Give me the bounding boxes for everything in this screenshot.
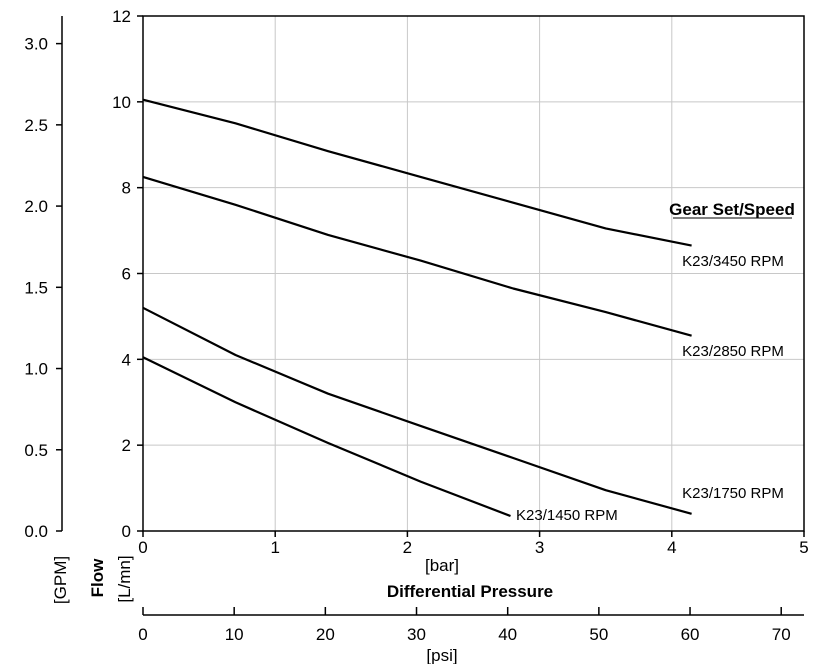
y-lmin-tick-label-6: 6 [122, 265, 131, 284]
x-bar-tick-label-1: 1 [270, 538, 279, 557]
x-psi-tick-label-20: 20 [316, 625, 335, 644]
x-psi-tick-label-70: 70 [772, 625, 791, 644]
x-bar-tick-label-5: 5 [799, 538, 808, 557]
x-bar-tick-label-0: 0 [138, 538, 147, 557]
series-line-k23-1450-rpm [142, 356, 511, 518]
series-line-k23-3450-rpm [142, 98, 692, 247]
y-gpm-tick-label-3.0: 3.0 [24, 35, 48, 54]
y-lmin-tick-label-10: 10 [112, 93, 131, 112]
y-axis-lmin: 0 2 4 6 8 10 12 [112, 7, 143, 541]
x-label-differential-pressure: Differential Pressure [387, 582, 553, 601]
x-axis-bar: 0 1 2 3 4 5 [138, 531, 809, 557]
y-gpm-tick-label-0.0: 0.0 [24, 522, 48, 541]
y-label-flow: Flow [88, 558, 107, 597]
y-lmin-tick-label-0: 0 [122, 522, 131, 541]
series-label-k23-1750-rpm: K23/1750 RPM [682, 485, 784, 502]
y-gpm-tick-label-0.5: 0.5 [24, 441, 48, 460]
y-lmin-tick-label-2: 2 [122, 436, 131, 455]
y-gpm-tick-label-2.0: 2.0 [24, 197, 48, 216]
y-lmin-tick-label-12: 12 [112, 7, 131, 26]
series-label-k23-3450-rpm: K23/3450 RPM [682, 253, 784, 270]
x-bar-tick-label-3: 3 [535, 538, 544, 557]
x-label-bar: [bar] [425, 556, 459, 575]
legend-title: Gear Set/Speed [669, 200, 795, 219]
x-psi-tick-label-10: 10 [225, 625, 244, 644]
y-gpm-tick-label-2.5: 2.5 [24, 116, 48, 135]
series-label-k23-2850-rpm: K23/2850 RPM [682, 343, 784, 360]
y-label-gpm: [GPM] [51, 556, 70, 604]
y-gpm-tick-label-1.0: 1.0 [24, 360, 48, 379]
y-axis-gpm: 0.0 0.5 1.0 1.5 2.0 2.5 3.0 [24, 16, 63, 541]
series-lines [142, 98, 692, 518]
x-label-psi: [psi] [426, 646, 457, 664]
grid [142, 15, 805, 532]
series-line-k23-1750-rpm [142, 306, 692, 515]
y-lmin-tick-label-8: 8 [122, 179, 131, 198]
series-label-k23-1450-rpm: K23/1450 RPM [516, 507, 618, 524]
y-label-lmn: [L/mn] [115, 555, 134, 602]
y-lmin-tick-label-4: 4 [122, 350, 131, 369]
series-line-k23-2850-rpm [142, 175, 692, 337]
x-psi-tick-label-40: 40 [498, 625, 517, 644]
x-bar-tick-label-2: 2 [403, 538, 412, 557]
x-psi-tick-label-30: 30 [407, 625, 426, 644]
x-axis-psi: 0 10 20 30 40 50 60 70 [138, 607, 804, 644]
x-psi-tick-label-0: 0 [138, 625, 147, 644]
series-labels: K23/3450 RPM K23/2850 RPM K23/1750 RPM K23/… [516, 253, 784, 524]
x-psi-tick-label-50: 50 [589, 625, 608, 644]
x-psi-tick-label-60: 60 [681, 625, 700, 644]
x-bar-tick-label-4: 4 [667, 538, 676, 557]
y-gpm-tick-label-1.5: 1.5 [24, 278, 48, 297]
